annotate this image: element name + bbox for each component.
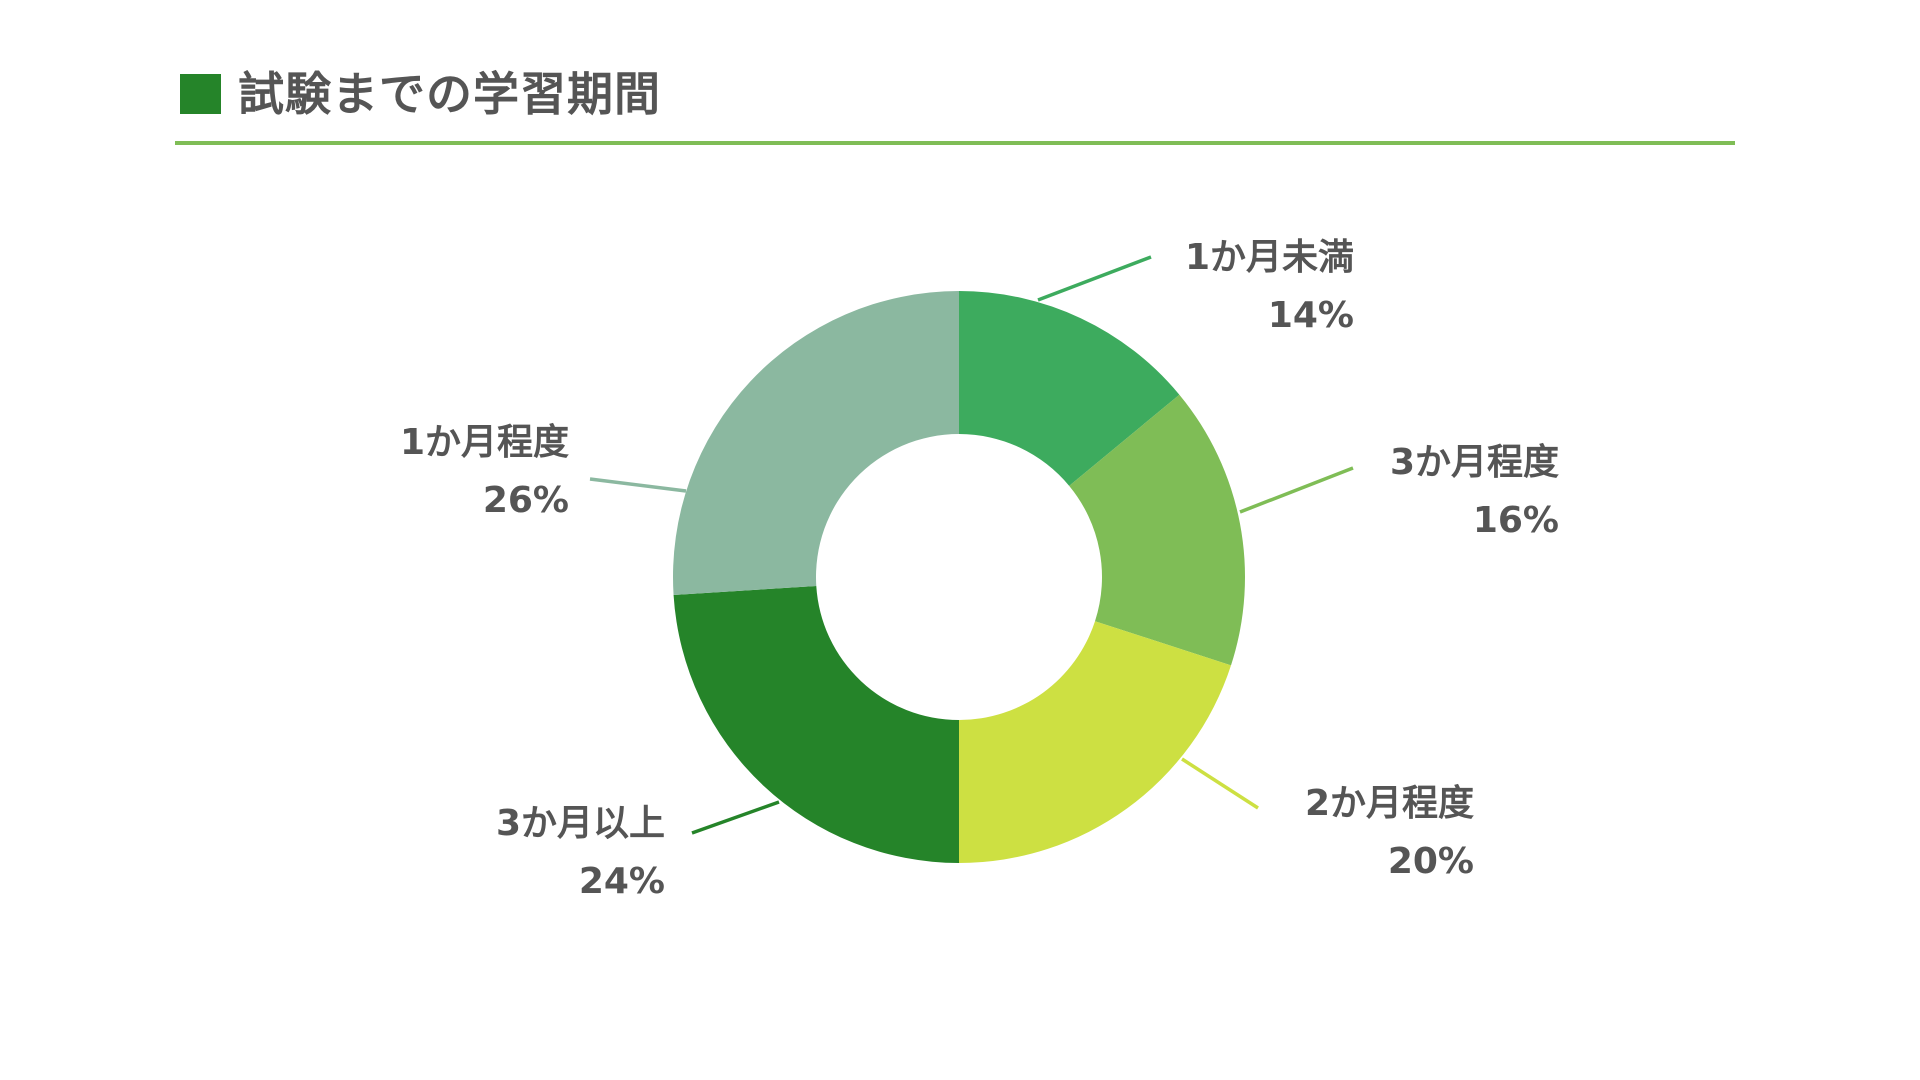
donut-slice bbox=[672, 291, 959, 595]
category-label: 3か月以上 bbox=[495, 803, 665, 844]
data-label-about-3-months: 3か月程度 16% bbox=[1390, 434, 1559, 550]
donut-slice bbox=[673, 585, 959, 864]
percent-label: 24% bbox=[578, 861, 665, 902]
leader-lines bbox=[589, 255, 1354, 835]
donut-slice bbox=[1069, 394, 1246, 666]
leader-line bbox=[1037, 255, 1152, 302]
title-underline bbox=[175, 141, 1735, 145]
percent-label: 20% bbox=[1387, 841, 1474, 882]
leader-line bbox=[1181, 757, 1259, 810]
data-label-under-1-month: 1か月未満 14% bbox=[1185, 229, 1354, 345]
category-label: 3か月程度 bbox=[1389, 442, 1559, 483]
data-label-about-1-month: 1か月程度 26% bbox=[400, 414, 569, 530]
category-label: 2か月程度 bbox=[1304, 783, 1474, 824]
data-label-about-2-months: 2か月程度 20% bbox=[1305, 775, 1474, 891]
percent-label: 26% bbox=[482, 480, 569, 521]
percent-label: 16% bbox=[1472, 500, 1559, 541]
category-label: 1か月未満 bbox=[1184, 237, 1354, 278]
page-title: 試験までの学習期間 bbox=[238, 67, 661, 121]
donut-slices bbox=[672, 291, 1246, 864]
leader-line bbox=[691, 800, 780, 835]
leader-line bbox=[589, 477, 687, 493]
percent-label: 14% bbox=[1267, 295, 1354, 336]
donut-slice bbox=[959, 291, 1180, 486]
data-label-over-3-months: 3か月以上 24% bbox=[496, 795, 665, 911]
title-marker bbox=[180, 74, 221, 114]
category-label: 1か月程度 bbox=[399, 422, 569, 463]
donut-slice bbox=[959, 621, 1232, 863]
leader-line bbox=[1239, 466, 1354, 514]
